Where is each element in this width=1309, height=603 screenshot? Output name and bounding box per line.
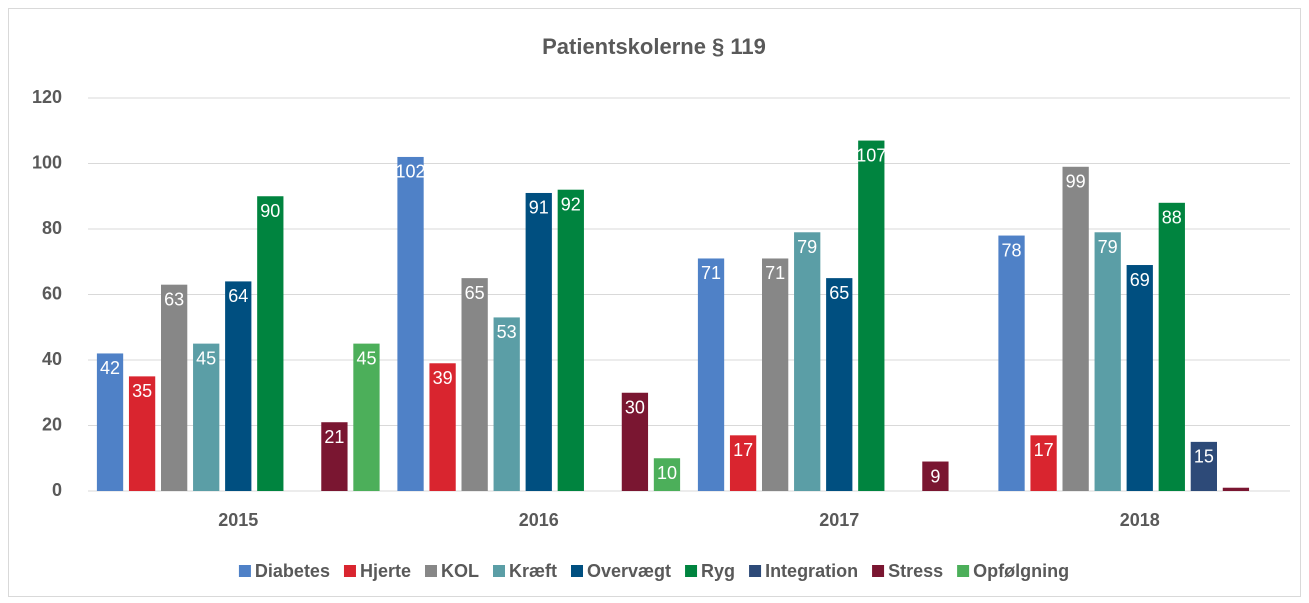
data-label: 9 [930,466,940,486]
data-label: 78 [1002,240,1022,260]
legend-swatch [749,565,762,577]
chart-title: Patientskolerne § 119 [542,34,766,59]
legend-swatch [343,565,356,577]
y-tick-label: 20 [42,414,62,434]
bar [353,343,380,491]
bar [525,192,552,491]
data-label: 88 [1162,208,1182,228]
y-tick-label: 100 [32,152,62,172]
bar [1158,202,1185,492]
bar [257,196,284,491]
data-label: 79 [797,237,817,257]
legend-swatch [571,565,583,577]
bar [621,392,649,491]
data-label: 21 [324,427,344,447]
bar [858,140,885,491]
data-label: 102 [396,162,426,182]
data-label: 69 [1130,270,1150,290]
bar [1190,441,1217,491]
y-tick-label: 0 [52,480,62,500]
bar [1126,265,1153,491]
bar [1222,487,1250,491]
bar [321,422,348,491]
data-label: 53 [497,322,517,342]
legend-label: Kræft [509,561,557,581]
bar [826,278,853,491]
data-label: 63 [164,289,184,309]
y-tick-label: 80 [42,218,62,238]
bar [461,278,488,491]
bar [697,258,725,491]
legend-swatch [493,565,505,577]
data-label: 90 [260,201,280,221]
y-tick-label: 60 [42,283,62,303]
data-label: 107 [856,145,886,165]
x-tick-label: 2018 [1120,510,1160,530]
bar [762,258,789,491]
bar [429,363,456,491]
data-label: 35 [132,381,152,401]
legend-label: Opfølgning [973,561,1069,581]
bar [922,461,949,491]
data-label: 17 [1034,440,1054,460]
data-label: 45 [356,348,376,368]
data-label: 65 [465,283,485,303]
x-tick-label: 2016 [519,510,559,530]
legend-swatch [238,565,251,577]
bar [1030,435,1057,491]
y-tick-label: 40 [42,349,62,369]
data-label: 92 [561,194,581,214]
bar [193,343,220,491]
legend-label: KOL [441,561,479,581]
data-label: 17 [733,440,753,460]
legend-label: Diabetes [255,561,330,581]
legend-swatch [872,565,885,577]
data-label: 39 [433,368,453,388]
bar [794,232,821,491]
bar [653,458,681,491]
legend-swatch [425,565,437,577]
bar [1094,232,1121,491]
bar [557,189,584,491]
data-label: 79 [1098,237,1118,257]
bar [225,281,252,491]
bar [128,376,156,491]
x-tick-label: 2017 [819,510,859,530]
legend-label: Ryg [701,561,735,581]
y-tick-label: 120 [32,87,62,107]
bar [1062,166,1089,491]
bar [493,317,520,491]
bar [729,435,757,491]
x-tick-label: 2015 [218,510,258,530]
data-label: 65 [829,283,849,303]
data-label: 10 [657,463,677,483]
data-label: 30 [625,398,645,418]
data-label: 71 [701,263,721,283]
data-label: 42 [100,358,120,378]
data-label: 71 [765,263,785,283]
legend-swatch [957,565,970,577]
legend-label: Hjerte [360,561,411,581]
legend-label: Integration [765,561,858,581]
data-label: 45 [196,348,216,368]
legend-swatch [685,565,698,577]
data-label: 15 [1194,447,1214,467]
bar [998,235,1025,491]
data-label: 64 [228,286,248,306]
legend-label: Stress [888,561,943,581]
bar [96,353,124,491]
bar [397,156,424,491]
data-label: 99 [1066,172,1086,192]
bar [161,284,188,491]
legend-label: Overvægt [587,561,671,581]
data-label: 91 [529,198,549,218]
